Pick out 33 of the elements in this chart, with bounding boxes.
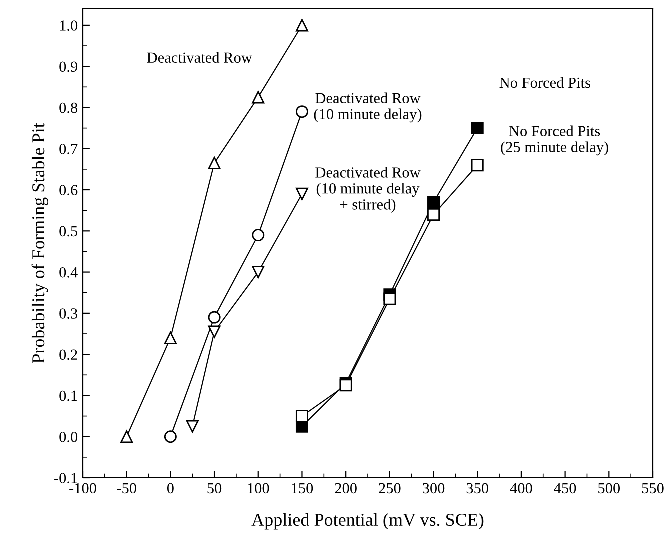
x-tick-label: -100 bbox=[70, 483, 96, 494]
x-tick-label: 400 bbox=[510, 483, 532, 494]
x-axis-title: Applied Potential (mV vs. SCE) bbox=[252, 513, 484, 530]
x-tick-label: 100 bbox=[248, 483, 270, 494]
x-tick-label: 350 bbox=[466, 483, 488, 494]
x-tick-label: 250 bbox=[379, 483, 401, 494]
text: No Forced Pits bbox=[500, 77, 590, 88]
x-tick-label: 0 bbox=[167, 483, 174, 494]
y-tick-label: -0.1 bbox=[54, 473, 78, 484]
y-tick-label: 0.0 bbox=[60, 432, 78, 442]
y-tick-label: 0.1 bbox=[60, 390, 78, 402]
y-tick-label: 1.0 bbox=[60, 20, 78, 31]
x-tick-label: 200 bbox=[335, 483, 357, 494]
y-axis-title: Probability of Forming Stable Pit bbox=[32, 123, 48, 364]
y-tick-label: 0.6 bbox=[60, 185, 78, 196]
x-tick-label: 550 bbox=[642, 483, 664, 494]
series-label: Deactivated Row (10 minute delay) bbox=[314, 92, 422, 123]
y-tick-label: 0.8 bbox=[60, 102, 78, 114]
y-tick-label: 0.5 bbox=[60, 226, 78, 237]
x-tick-label: 450 bbox=[554, 483, 576, 494]
y-tick-label: 0.3 bbox=[60, 308, 78, 319]
series-label: No Forced Pits (25 minute delay) bbox=[501, 126, 608, 156]
y-tick-label: 0.4 bbox=[60, 267, 78, 278]
x-tick-label: -50 bbox=[117, 483, 136, 494]
x-tick-label: 300 bbox=[423, 483, 445, 494]
x-tick-label: 150 bbox=[292, 483, 314, 494]
y-tick-label: 0.2 bbox=[60, 350, 78, 360]
y-tick-label: 0.9 bbox=[60, 62, 78, 72]
series-label: Deactivated Row bbox=[147, 52, 252, 64]
series-label: Deactivated Row (10 minute delay + stirred) bbox=[316, 167, 421, 213]
y-tick-label: 0.7 bbox=[60, 144, 78, 154]
x-tick-label: 50 bbox=[208, 483, 222, 494]
x-tick-label: 500 bbox=[598, 483, 620, 494]
